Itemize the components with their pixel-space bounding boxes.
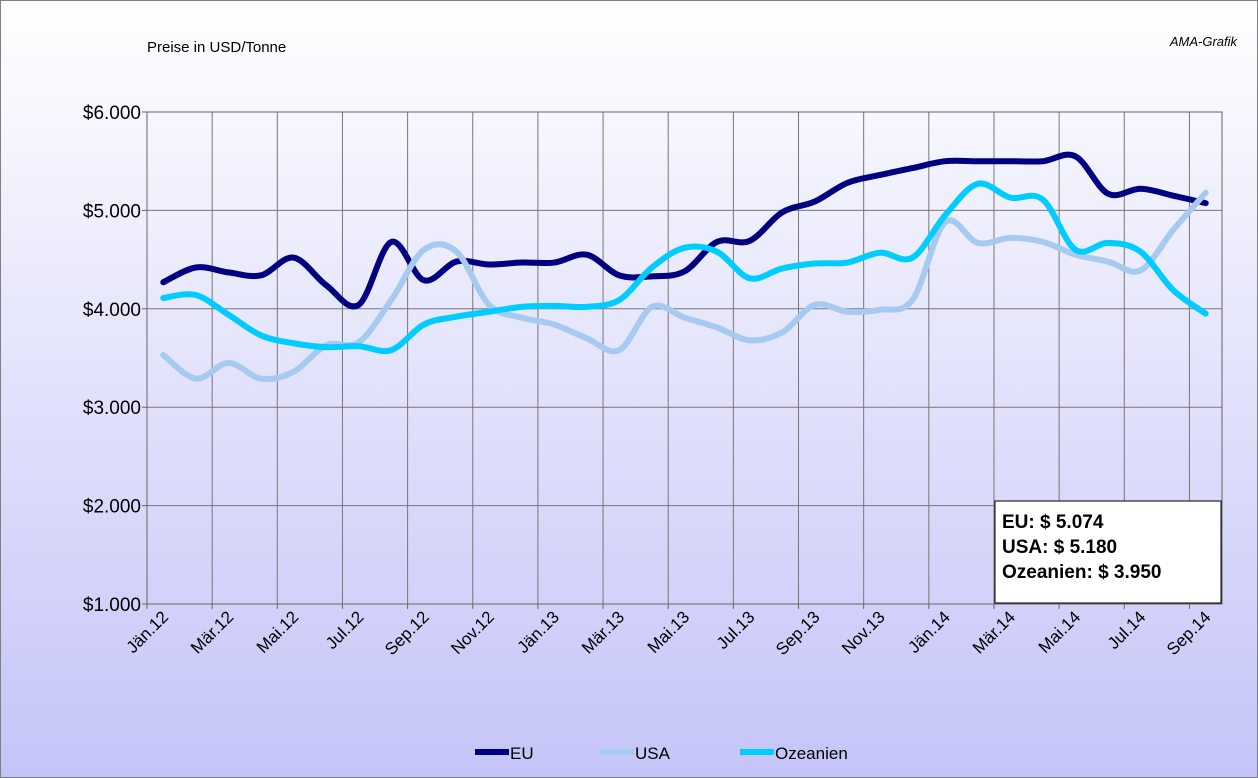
legend: EU USA Ozeanien — [475, 744, 848, 763]
annotation-frame — [994, 500, 1222, 604]
annotation-box: EU: $ 5.074 USA: $ 5.180 Ozeanien: $ 3.950 — [994, 500, 1222, 604]
legend-label: USA — [635, 744, 671, 763]
series-line — [160, 151, 1209, 310]
y-tick-label: $5.000 — [83, 201, 141, 222]
y-tick-label: $4.000 — [83, 300, 141, 321]
series-line — [160, 180, 1209, 355]
lines — [160, 151, 1209, 383]
annotation: Ozeanien: $ 3.950 — [1002, 562, 1161, 583]
source: AMA-Grafik — [1169, 34, 1239, 49]
legend-label: Ozeanien — [775, 744, 848, 763]
y-tick-label: $2.000 — [83, 497, 141, 518]
annotation: EU: $ 5.074 — [1002, 512, 1104, 533]
legend-label: EU — [510, 744, 534, 763]
y-tick-label: $1.000 — [83, 595, 141, 616]
annotation: USA: $ 5.180 — [1002, 537, 1117, 558]
y-tick-label: $3.000 — [83, 398, 141, 419]
plot-border — [146, 111, 1223, 605]
y-tick-label: $6.000 — [83, 103, 141, 124]
chart-title: Preise in USD/Tonne — [147, 39, 286, 56]
